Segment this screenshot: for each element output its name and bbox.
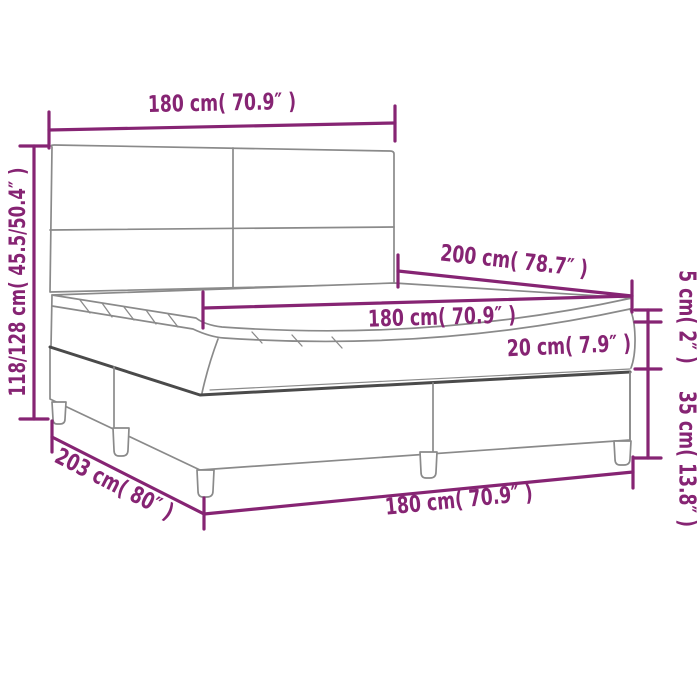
dim-headboard-width-label: 180 cm( 70.9″ ) [147, 88, 297, 119]
dim-base-width-line [202, 455, 635, 516]
leg-back-left [51, 401, 67, 425]
headboard-horizontal-divider [49, 226, 395, 231]
dim-mattress-width-line [201, 279, 634, 330]
dim-base-height-label: 35 cm( 13.8″ ) [673, 390, 700, 528]
mattress-front-left-corner-edge [201, 338, 219, 394]
dim-overall-height-label: 118/128 cm( 45.5/50.4″ ) [6, 167, 31, 397]
legs [51, 401, 632, 498]
dim-headboard-width-line [47, 104, 397, 150]
dim-right-height-line [633, 308, 663, 460]
leg-front-right [613, 440, 632, 466]
dim-overall-height-line [18, 144, 50, 421]
leg-left-middle [112, 427, 130, 457]
leg-front-left [196, 469, 215, 498]
headboard [49, 144, 395, 293]
dim-mattress-width-label: 180 cm( 70.9″ ) [367, 302, 517, 333]
topper-stitching [79, 299, 343, 349]
leg-front-middle [419, 451, 438, 479]
dim-bed-length-line [396, 253, 634, 298]
base-top-edge [48, 345, 632, 397]
dim-topper-thickness-label: 5 cm( 2″ ) [673, 270, 700, 364]
dim-mattress-thickness-label: 20 cm( 7.9″ ) [506, 330, 632, 363]
box-spring-base [48, 345, 632, 471]
topper-seam [51, 305, 631, 343]
mattress-topper [51, 282, 633, 349]
